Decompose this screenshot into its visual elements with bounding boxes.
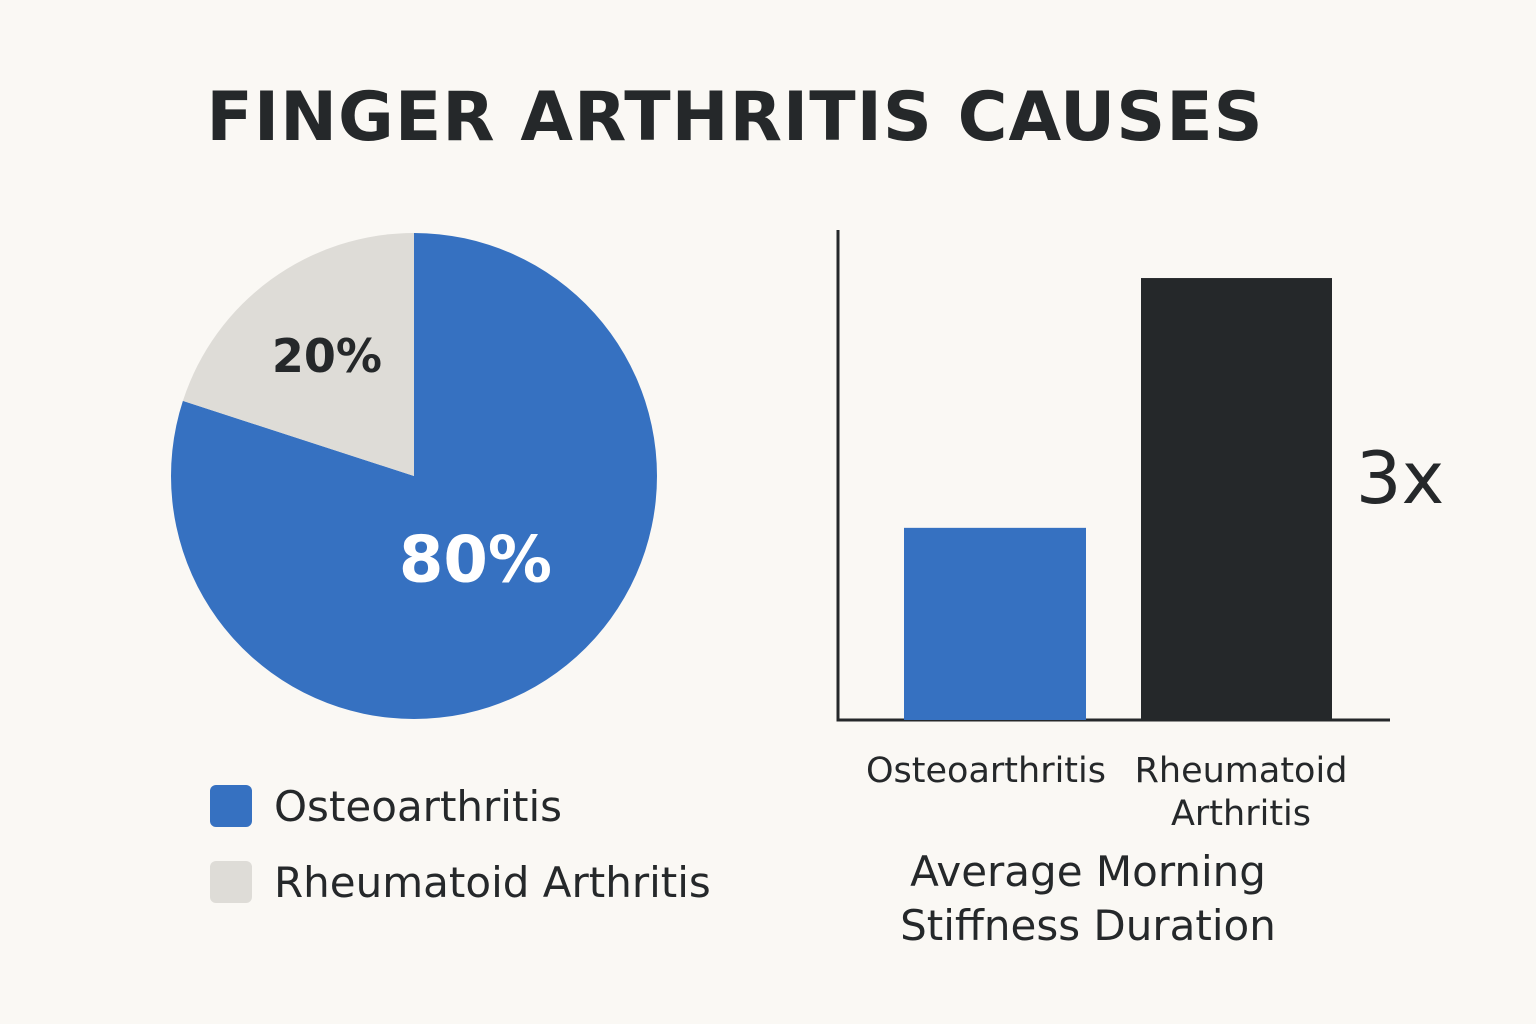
bar-chart: Osteoarthritis Rheumatoid Arthritis 3x Avera… xyxy=(836,230,1444,950)
pie-legend: Osteoarthritis Rheumatoid Arthritis xyxy=(210,780,711,932)
legend-item-osteoarthritis: Osteoarthritis xyxy=(210,780,711,832)
bar-rheumatoid-arthritis xyxy=(1141,278,1332,720)
bar-osteoarthritis xyxy=(904,527,1086,720)
legend-item-rheumatoid-arthritis: Rheumatoid Arthritis xyxy=(210,856,711,908)
legend-swatch-rheumatoid-arthritis xyxy=(210,861,252,903)
x-tick-label-rheumatoid-arthritis: Rheumatoid Arthritis xyxy=(1135,751,1348,834)
pie-chart: 80% 20% xyxy=(171,233,658,719)
pie-slice-rheumatoid-arthritis xyxy=(182,233,414,476)
bar-annotation-multiplier: 3x xyxy=(1356,436,1444,520)
chart-title: FINGER ARTHRITIS CAUSES xyxy=(206,78,1264,157)
legend-label-osteoarthritis: Osteoarthritis xyxy=(274,781,562,831)
legend-label-rheumatoid-arthritis: Rheumatoid Arthritis xyxy=(274,857,711,907)
pie-label-rheumatoid-arthritis: 20% xyxy=(272,329,382,383)
pie-label-osteoarthritis: 80% xyxy=(399,524,552,598)
x-tick-label-osteoarthritis: Osteoarthritis xyxy=(866,751,1106,791)
bar-x-axis-label: Average Morning Stiffness Duration xyxy=(900,847,1276,950)
legend-swatch-osteoarthritis xyxy=(210,785,252,827)
